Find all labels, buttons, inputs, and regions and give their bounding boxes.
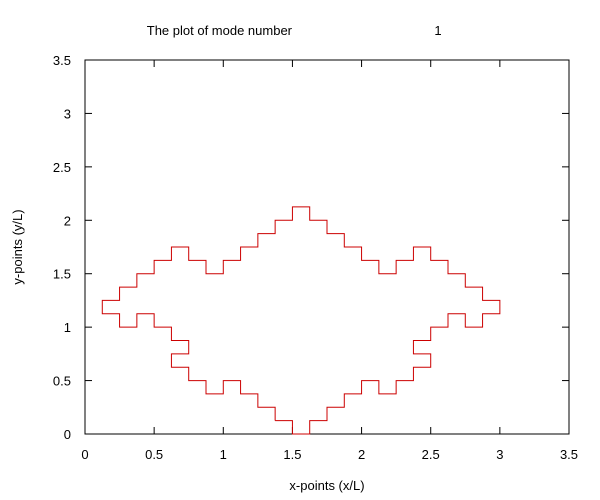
x-tick-label: 1.5	[283, 447, 301, 462]
x-tick-label: 0	[81, 447, 88, 462]
y-axis-label: y-points (y/L)	[10, 209, 25, 284]
y-tick-label: 3.5	[53, 53, 71, 68]
x-axis-label: x-points (x/L)	[289, 478, 364, 493]
series-group	[101, 206, 501, 435]
y-tick-label: 1.5	[53, 267, 71, 282]
y-tick-label: 2	[64, 213, 71, 228]
x-tick-label: 3	[496, 447, 503, 462]
y-axis-ticks: 0 0.5 1 1.5 2 2.5 3 3.5	[53, 53, 569, 442]
x-tick-label: 0.5	[145, 447, 163, 462]
x-tick-label: 3.5	[560, 447, 578, 462]
y-tick-label: 0	[64, 427, 71, 442]
x-axis-ticks: 0 0.5 1 1.5 2 2.5 3 3.5	[81, 60, 578, 462]
x-tick-label: 2.5	[422, 447, 440, 462]
x-tick-label: 1	[220, 447, 227, 462]
series-line-1	[101, 206, 501, 435]
chart-title: The plot of mode number	[147, 23, 293, 38]
y-tick-label: 2.5	[53, 160, 71, 175]
y-tick-label: 0.5	[53, 374, 71, 389]
y-tick-label: 1	[64, 320, 71, 335]
plot-frame	[84, 59, 570, 435]
y-tick-label: 3	[64, 106, 71, 121]
x-tick-label: 2	[358, 447, 365, 462]
chart-title-mode-number: 1	[434, 23, 441, 38]
